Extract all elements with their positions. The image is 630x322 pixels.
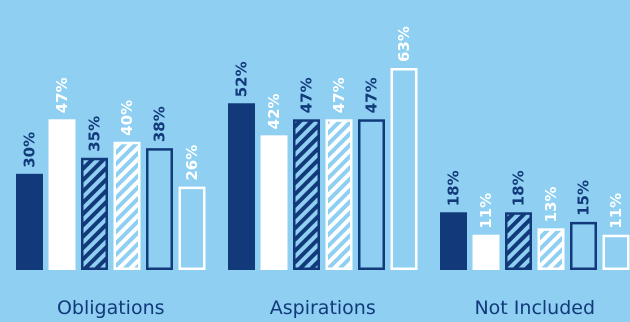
value-label-obligations-2: 47%	[53, 77, 71, 113]
value-label-aspirations-3: 47%	[298, 77, 316, 113]
value-label-obligations-5: 38%	[151, 106, 169, 142]
value-label-not-included-1: 18%	[445, 170, 463, 206]
value-label-obligations-3: 35%	[86, 116, 104, 152]
bar-not-included-1	[440, 212, 467, 270]
value-label-aspirations-5: 47%	[363, 77, 381, 113]
bar-aspirations-6	[390, 68, 418, 270]
bar-obligations-6	[178, 186, 206, 271]
bar-not-included-4	[537, 228, 565, 271]
value-label-aspirations-2: 42%	[265, 93, 283, 129]
bar-aspirations-3	[293, 119, 320, 270]
bar-aspirations-1	[228, 103, 255, 271]
value-label-aspirations-1: 52%	[233, 61, 251, 97]
value-label-not-included-6: 11%	[607, 193, 625, 229]
bar-not-included-2	[472, 234, 500, 270]
value-label-obligations-6: 26%	[183, 145, 201, 181]
bar-aspirations-2	[260, 135, 288, 270]
value-label-aspirations-4: 47%	[330, 77, 348, 113]
bar-aspirations-4	[325, 119, 353, 270]
bar-obligations-3	[81, 157, 108, 270]
bar-aspirations-5	[358, 119, 385, 270]
value-label-aspirations-6: 63%	[395, 26, 413, 62]
value-labels-layer: 30% 47% 35% 40% 38% 26% 52% 42% 47% 47% 47% 63% 18% 1…	[21, 26, 626, 229]
category-label-obligations: Obligations	[57, 297, 165, 319]
value-label-obligations-1: 30%	[21, 132, 39, 168]
bar-not-included-5	[570, 221, 597, 270]
bar-not-included-3	[505, 212, 532, 270]
category-labels-layer: Obligations Aspirations Not Included	[57, 297, 595, 319]
value-label-not-included-4: 13%	[542, 186, 560, 222]
bar-obligations-5	[146, 148, 173, 270]
bar-obligations-1	[16, 173, 43, 270]
value-label-not-included-5: 15%	[575, 180, 593, 216]
category-label-not-included: Not Included	[474, 297, 595, 319]
bar-obligations-4	[113, 141, 141, 270]
value-label-not-included-2: 11%	[477, 193, 495, 229]
value-label-not-included-3: 18%	[510, 170, 528, 206]
bar-obligations-2	[48, 119, 76, 270]
bars-layer	[16, 68, 630, 271]
category-label-aspirations: Aspirations	[270, 297, 376, 319]
value-label-obligations-4: 40%	[118, 100, 136, 136]
bar-not-included-6	[602, 234, 630, 270]
